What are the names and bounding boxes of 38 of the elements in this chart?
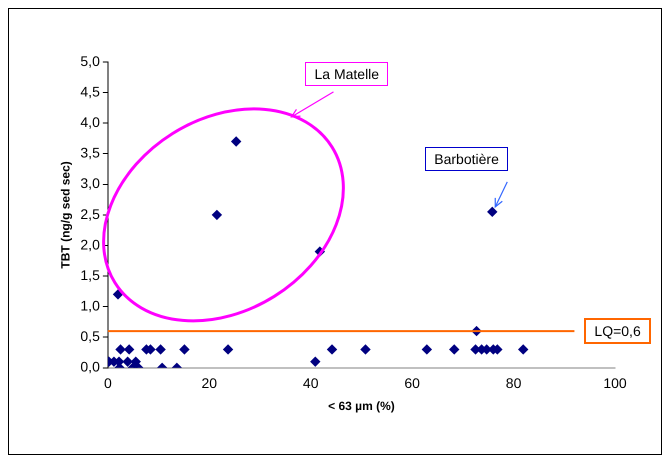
point	[449, 344, 460, 354]
point	[518, 344, 528, 354]
point	[310, 356, 320, 367]
x-tick-label: 40	[302, 375, 319, 392]
y-tick-label: 1,0	[80, 298, 100, 314]
point	[116, 344, 126, 354]
y-axis-title: TBT (ng/g sed sec)	[58, 161, 73, 269]
y-tick-label: 3,0	[80, 175, 100, 192]
x-tick-label: 20	[202, 375, 218, 392]
point	[223, 344, 234, 354]
y-tick-label: 0,5	[80, 328, 100, 344]
y-tick-label: 2,0	[80, 236, 100, 252]
annotation: La Matelle	[305, 62, 388, 86]
point	[156, 344, 166, 354]
point	[212, 210, 222, 220]
point	[422, 344, 432, 354]
point	[122, 356, 133, 367]
ref-line-label: LQ=0,6	[584, 318, 651, 344]
x-tick-label: 0	[104, 375, 112, 392]
x-tick-label: 100	[603, 375, 627, 392]
point	[487, 206, 498, 217]
point	[124, 344, 134, 354]
point	[360, 344, 370, 354]
point	[113, 289, 124, 300]
x-tick-label: 60	[404, 375, 420, 392]
y-tick-label: 3,5	[80, 144, 100, 161]
point	[327, 344, 338, 354]
y-tick-label: 5,0	[80, 52, 100, 69]
x-tick-label: 80	[506, 375, 522, 392]
y-tick-label: 2,5	[80, 206, 100, 222]
y-tick-label: 1,5	[80, 266, 100, 283]
point	[231, 136, 242, 147]
annotation: Barbotière	[425, 146, 508, 171]
y-tick-label: 4,0	[80, 114, 100, 130]
point	[179, 344, 190, 354]
x-axis-title: < 63 µm (%)	[328, 399, 395, 414]
y-tick-label: 4,5	[80, 83, 100, 100]
y-tick-label: 0,0	[80, 358, 100, 375]
